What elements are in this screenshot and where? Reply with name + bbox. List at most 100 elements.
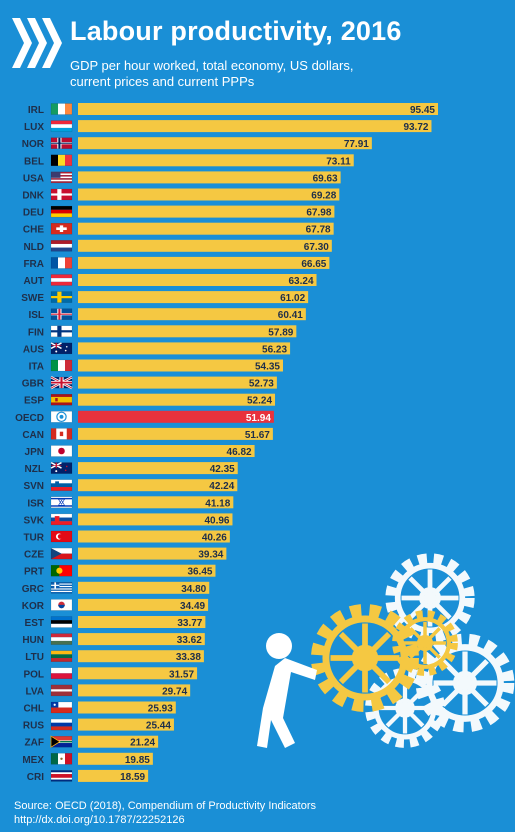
value-label: 95.45 (410, 105, 435, 116)
can-flag-icon (50, 428, 73, 440)
bar-row-fra: FRA 66.65 (23, 256, 330, 270)
bar (78, 616, 206, 628)
oecd-logo-icon (12, 18, 62, 68)
bar (78, 496, 234, 509)
bar-row-kor: KOR 34.49 (22, 598, 209, 612)
value-label: 73.11 (326, 156, 351, 167)
ltu-flag-icon (50, 650, 73, 662)
category-label: DEU (23, 208, 44, 219)
bar-row-prt: PRT 36.45 (24, 564, 216, 578)
bar-row-bel: BEL 73.11 (24, 154, 354, 167)
prt-flag-icon (50, 565, 73, 577)
nzl-flag-icon (50, 461, 73, 474)
value-label: 40.26 (202, 533, 227, 544)
category-label: ITA (29, 362, 44, 373)
isr-flag-icon (50, 496, 73, 508)
value-label: 67.30 (304, 242, 329, 253)
bar-row-nzl: NZL 42.35 (25, 461, 238, 475)
swe-flag-icon (50, 291, 73, 303)
bar (78, 120, 432, 133)
category-label: TUR (23, 533, 44, 544)
value-label: 21.24 (130, 738, 155, 749)
category-label: SVK (23, 515, 44, 526)
bar (78, 274, 317, 286)
cze-flag-icon (50, 547, 73, 560)
bar-row-zaf: ZAF 21.24 (25, 735, 159, 749)
bar-row-oecd: OECD 51.94 (15, 410, 274, 424)
bar-row-isl: ISL 60.41 (28, 308, 306, 321)
bar-row-can: CAN 51.67 (22, 427, 273, 441)
svk-flag-icon (50, 513, 73, 526)
bar-row-jpn: JPN 46.82 (25, 445, 255, 458)
bar (78, 325, 297, 338)
value-label: 93.72 (403, 122, 428, 133)
irl-flag-icon (50, 103, 73, 115)
bar-row-swe: SWE 61.02 (21, 291, 309, 304)
category-label: JPN (25, 447, 44, 458)
bar-row-rus: RUS 25.44 (23, 718, 174, 732)
chl-flag-icon (50, 701, 73, 714)
bar (78, 769, 149, 782)
source-url[interactable]: http://dx.doi.org/10.1787/22252126 (14, 814, 185, 826)
figure-pushing-gears-illustration (257, 548, 515, 748)
value-label: 60.41 (278, 310, 303, 321)
svn-flag-icon (50, 479, 73, 491)
value-label: 19.85 (125, 755, 150, 766)
footer: Source: OECD (2018), Compendium of Produ… (14, 799, 316, 827)
hun-flag-icon (50, 633, 73, 645)
category-label: GBR (22, 379, 45, 390)
value-label: 67.78 (306, 225, 331, 236)
bar-row-hun: HUN 33.62 (22, 633, 205, 646)
deu-flag-icon (50, 205, 73, 218)
value-label: 29.74 (162, 686, 187, 697)
category-label: PRT (24, 567, 44, 578)
value-label: 52.73 (249, 379, 274, 390)
category-label: POL (23, 669, 44, 680)
value-label: 69.28 (311, 191, 336, 202)
bar (78, 410, 274, 423)
value-label: 33.62 (177, 635, 202, 646)
bar (78, 752, 153, 765)
ita-flag-icon (50, 359, 73, 372)
bar-row-gbr: GBR 52.73 (22, 375, 277, 390)
bar-row-cri: CRI 18.59 (27, 769, 149, 783)
bar-row-mex: MEX 19.85 (22, 752, 153, 766)
category-label: LTU (25, 652, 44, 663)
category-label: ISR (27, 498, 44, 509)
value-label: 66.65 (301, 259, 326, 270)
bar (78, 308, 306, 321)
bar-row-fin: FIN 57.89 (28, 325, 297, 338)
category-label: IRL (28, 105, 44, 116)
bar (78, 462, 238, 475)
bar (78, 718, 174, 731)
bar-row-nor: NOR 77.91 (22, 137, 372, 150)
category-label: OECD (15, 413, 44, 424)
bar (78, 479, 238, 492)
category-label: DNK (22, 191, 44, 202)
lva-flag-icon (50, 684, 73, 697)
value-label: 34.80 (181, 584, 206, 595)
category-label: CZE (24, 550, 44, 561)
category-label: KOR (22, 601, 45, 612)
bar (78, 547, 227, 560)
value-label: 51.67 (245, 430, 270, 441)
bar (78, 342, 291, 355)
jpn-flag-icon (50, 445, 73, 457)
category-label: GRC (22, 584, 44, 595)
bar (78, 581, 210, 594)
bar-row-esp: ESP 52.24 (24, 393, 276, 407)
value-label: 39.34 (198, 550, 223, 561)
value-label: 34.49 (180, 601, 205, 612)
bar-row-ltu: LTU 33.38 (25, 650, 204, 663)
subtitle-line-1: GDP per hour worked, total economy, US d… (70, 58, 354, 73)
page-title: Labour productivity, 2016 (70, 16, 402, 46)
category-label: FRA (23, 259, 44, 270)
value-label: 56.23 (262, 344, 287, 355)
kor-flag-icon (50, 599, 73, 611)
bar (78, 376, 277, 389)
value-label: 54.35 (255, 362, 280, 373)
bar (78, 684, 191, 697)
value-label: 57.89 (268, 327, 293, 338)
bar (78, 359, 283, 372)
bar (78, 291, 309, 304)
